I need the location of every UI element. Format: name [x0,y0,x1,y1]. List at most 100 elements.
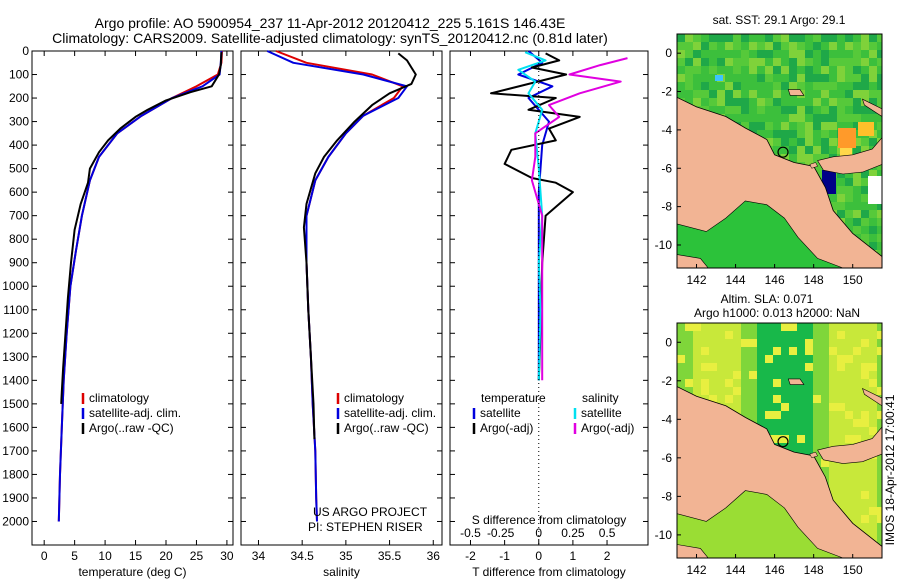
map-cell [821,435,829,443]
map-cell [749,34,757,42]
map-cell [845,186,853,194]
map-cell [789,363,797,371]
map-cell [749,331,757,339]
y-tick-label: -4 [661,412,672,426]
map-cell [805,74,813,82]
map-cell [837,435,845,443]
map-cell [861,186,869,194]
map-cell [845,331,853,339]
map-cell [877,499,882,507]
sst-map-panel: 142 144 146 148 150 0 -2 -4 -6 -8 -10 sat. SST: 29.… [655,13,883,287]
map-cell [845,347,853,355]
map-cell [869,483,877,491]
map-cell [861,419,869,427]
map-cell [853,355,861,363]
map-cell [869,475,877,483]
map-cell [789,347,797,355]
map-cell [805,58,813,66]
map-cell [845,82,853,90]
map-cell [741,387,749,395]
map-cell [861,427,869,435]
map-cell [869,34,877,42]
map-cell [677,355,685,363]
map-cell [765,138,773,146]
map-cell [781,387,789,395]
map-cell [813,419,821,427]
map-cell [781,98,789,106]
map-cell [789,42,797,50]
map-cell [741,42,749,50]
map-cell [685,98,693,106]
map-patch [715,75,723,81]
map-cell [725,331,733,339]
map-cell [829,106,837,114]
legend-entry: climatology [344,391,404,405]
map-cell [749,371,757,379]
map-cell [677,331,685,339]
map-cell [877,170,882,178]
map-cell [741,50,749,58]
map-cell [781,82,789,90]
y-tick-label: 0 [22,44,29,58]
map-cell [813,138,821,146]
y-tick-label: -2 [661,374,672,388]
map-cell [877,467,882,475]
map-cell [733,395,741,403]
map-cell [845,170,853,178]
map-cell [829,42,837,50]
map-cell [701,387,709,395]
map-cell [829,395,837,403]
map-cell [765,122,773,130]
map-cell [829,331,837,339]
map-cell [773,355,781,363]
map-cell [725,371,733,379]
map-cell [765,114,773,122]
map-cell [797,66,805,74]
x-tick-label: 20 [159,549,173,563]
map-cell [677,363,685,371]
map-cell [877,491,882,499]
map-cell [877,114,882,122]
map-cell [837,170,845,178]
map-cell [869,218,877,226]
map-cell [845,66,853,74]
map-cell [797,427,805,435]
map-cell [693,323,701,331]
map-cell [861,411,869,419]
plot-frame [449,50,649,546]
map-cell [789,130,797,138]
series-line-salinity-satellite [517,51,547,381]
map-cell [821,323,829,331]
map-cell [749,90,757,98]
map-cell [797,411,805,419]
map-cell [773,435,781,443]
map-cell [765,42,773,50]
map-cell [709,50,717,58]
map-cell [773,90,781,98]
map-cell [773,98,781,106]
map-cell [685,34,693,42]
map-cell [877,226,882,234]
map-cell [877,515,882,523]
map-cell [781,74,789,82]
argo-position-marker [777,146,789,158]
map-cell [797,138,805,146]
map-cell [821,114,829,122]
map-cell [781,42,789,50]
map-cell [877,507,882,515]
map-cell [869,363,877,371]
map-cell [877,34,882,42]
map-cell [837,403,845,411]
map-cell [773,66,781,74]
map-cell [677,42,685,50]
map-cell [845,483,853,491]
map-cell [701,82,709,90]
map-cell [717,323,725,331]
map-cell [869,427,877,435]
map-cell [877,411,882,419]
y-tick-label: 1900 [2,491,29,505]
map-cell [845,122,853,130]
map-cell [757,58,765,66]
map-cell [829,202,837,210]
map-cell [821,34,829,42]
